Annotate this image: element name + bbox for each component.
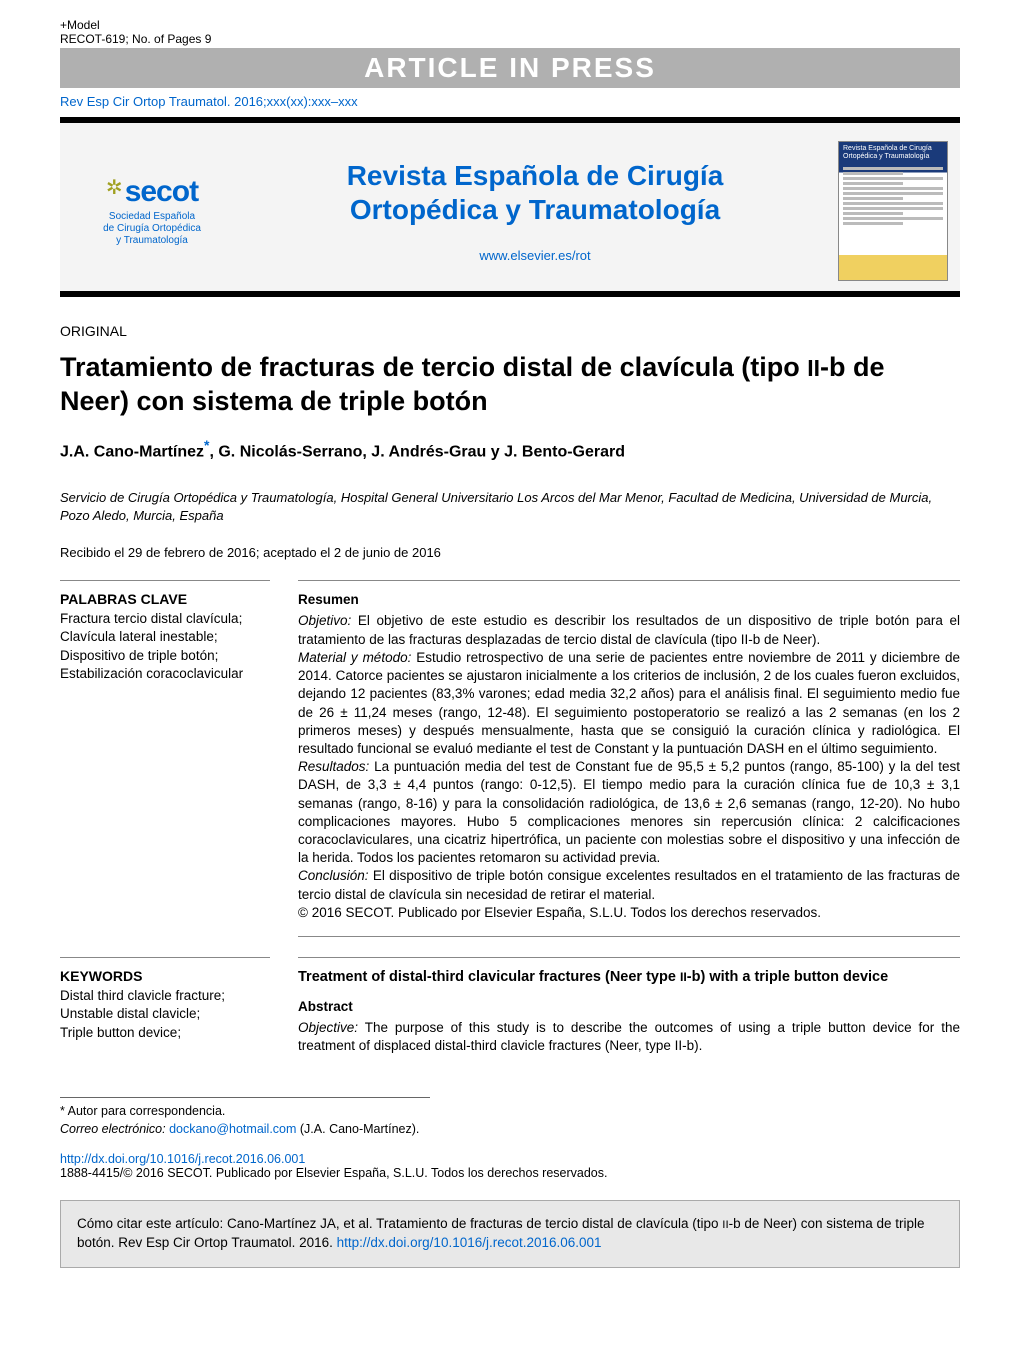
abstract-es-material: Material y método: Estudio retrospectivo… [298, 649, 960, 758]
footnote-email-label: Correo electrónico: [60, 1122, 169, 1136]
model-tag: +Model RECOT-619; No. of Pages 9 [60, 18, 960, 46]
abstract-block-en: KEYWORDS Distal third clavicle fracture;… [60, 957, 960, 1069]
abs-es-con-text: El dispositivo de triple botón consigue … [298, 868, 960, 901]
journal-title-box: Revista Española de Cirugía Ortopédica y… [252, 159, 818, 263]
abs-es-con-label: Conclusión: [298, 868, 369, 883]
logo-subtitle: Sociedad Española de Cirugía Ortopédica … [72, 211, 232, 247]
abstract-en-objective: Objective: The purpose of this study is … [298, 1019, 960, 1055]
in-press-banner: ARTICLE IN PRESS [60, 48, 960, 88]
authors: J.A. Cano-Martínez*, G. Nicolás-Serrano,… [60, 437, 960, 461]
short-citation[interactable]: Rev Esp Cir Ortop Traumatol. 2016;xxx(xx… [60, 94, 960, 109]
section-label: ORIGINAL [60, 323, 960, 339]
corresponding-star-icon: * [204, 437, 209, 453]
abstract-es: Resumen Objetivo: El objetivo de este es… [298, 580, 960, 937]
journal-title-line1: Revista Española de Cirugía [252, 159, 818, 193]
journal-title-line2: Ortopédica y Traumatología [252, 193, 818, 227]
affiliation: Servicio de Cirugía Ortopédica y Traumat… [60, 489, 960, 525]
author-2: G. Nicolás-Serrano [218, 443, 362, 460]
abs-en-obj-text: The purpose of this study is to describe… [298, 1020, 960, 1053]
abs-en-obj-label: Objective: [298, 1020, 358, 1035]
abstract-en: Treatment of distal-third clavicular fra… [298, 957, 960, 1069]
footnote-email-line: Correo electrónico: dockano@hotmail.com … [60, 1121, 960, 1139]
author-4: J. Bento-Gerard [504, 443, 625, 460]
journal-url[interactable]: www.elsevier.es/rot [252, 248, 818, 263]
logo-rosette-icon: ✲ [106, 175, 123, 200]
footnote-email-tail: (J.A. Cano-Martínez). [296, 1122, 419, 1136]
article-title: Tratamiento de fracturas de tercio dista… [60, 351, 960, 419]
abs-es-obj-label: Objetivo: [298, 613, 351, 628]
abstract-en-head: Abstract [298, 998, 960, 1016]
footnote-email[interactable]: dockano@hotmail.com [169, 1122, 296, 1136]
abs-es-mat-label: Material y método: [298, 650, 411, 665]
abs-es-obj-text: El objetivo de este estudio es describir… [298, 613, 960, 646]
footnote-rule [60, 1097, 430, 1098]
author-3: J. Andrés-Grau [371, 443, 486, 460]
keywords-en: KEYWORDS Distal third clavicle fracture;… [60, 957, 270, 1069]
abs-es-res-label: Resultados: [298, 759, 369, 774]
doi-anchor[interactable]: http://dx.doi.org/10.1016/j.recot.2016.0… [60, 1152, 305, 1166]
abstract-block-es: PALABRAS CLAVE Fractura tercio distal cl… [60, 580, 960, 937]
society-logo: ✲secot Sociedad Española de Cirugía Orto… [72, 175, 232, 247]
cover-title: Revista Española de Cirugía Ortopédica y… [839, 142, 947, 163]
header-bottom-rule [60, 291, 960, 297]
english-title: Treatment of distal-third clavicular fra… [298, 968, 960, 988]
keywords-en-head: KEYWORDS [60, 968, 270, 984]
keywords-es-head: PALABRAS CLAVE [60, 591, 270, 607]
keywords-en-list: Distal third clavicle fracture; Unstable… [60, 987, 270, 1042]
footnote-star-line: * Autor para correspondencia. [60, 1103, 960, 1121]
logo-text: secot [125, 175, 198, 208]
abstract-es-results: Resultados: La puntuación media del test… [298, 758, 960, 867]
corresponding-footnote: * Autor para correspondencia. Correo ele… [60, 1103, 960, 1138]
author-1: J.A. Cano-Martínez [60, 443, 204, 460]
cite-box-link[interactable]: http://dx.doi.org/10.1016/j.recot.2016.0… [337, 1235, 602, 1250]
abs-es-res-text: La puntuación media del test de Constant… [298, 759, 960, 865]
journal-header: ✲secot Sociedad Española de Cirugía Orto… [60, 123, 960, 291]
cover-body [839, 163, 947, 229]
how-to-cite-box: Cómo citar este artículo: Cano-Martínez … [60, 1200, 960, 1268]
keywords-es: PALABRAS CLAVE Fractura tercio distal cl… [60, 580, 270, 937]
model-label: +Model [60, 18, 100, 32]
article-dates: Recibido el 29 de febrero de 2016; acept… [60, 545, 960, 560]
abstract-es-head: Resumen [298, 591, 960, 609]
doi-link[interactable]: http://dx.doi.org/10.1016/j.recot.2016.0… [60, 1152, 960, 1166]
abs-es-mat-text: Estudio retrospectivo de una serie de pa… [298, 650, 960, 756]
model-ref: RECOT-619; No. of Pages 9 [60, 32, 211, 46]
abstract-es-conclusion: Conclusión: El dispositivo de triple bot… [298, 867, 960, 903]
issn-copyright: 1888-4415/© 2016 SECOT. Publicado por El… [60, 1166, 960, 1180]
journal-cover-thumbnail: Revista Española de Cirugía Ortopédica y… [838, 141, 948, 281]
keywords-es-list: Fractura tercio distal clavícula; Clavíc… [60, 610, 270, 683]
abstract-es-copyright: © 2016 SECOT. Publicado por Elsevier Esp… [298, 904, 960, 922]
abstract-es-objective: Objetivo: El objetivo de este estudio es… [298, 612, 960, 648]
